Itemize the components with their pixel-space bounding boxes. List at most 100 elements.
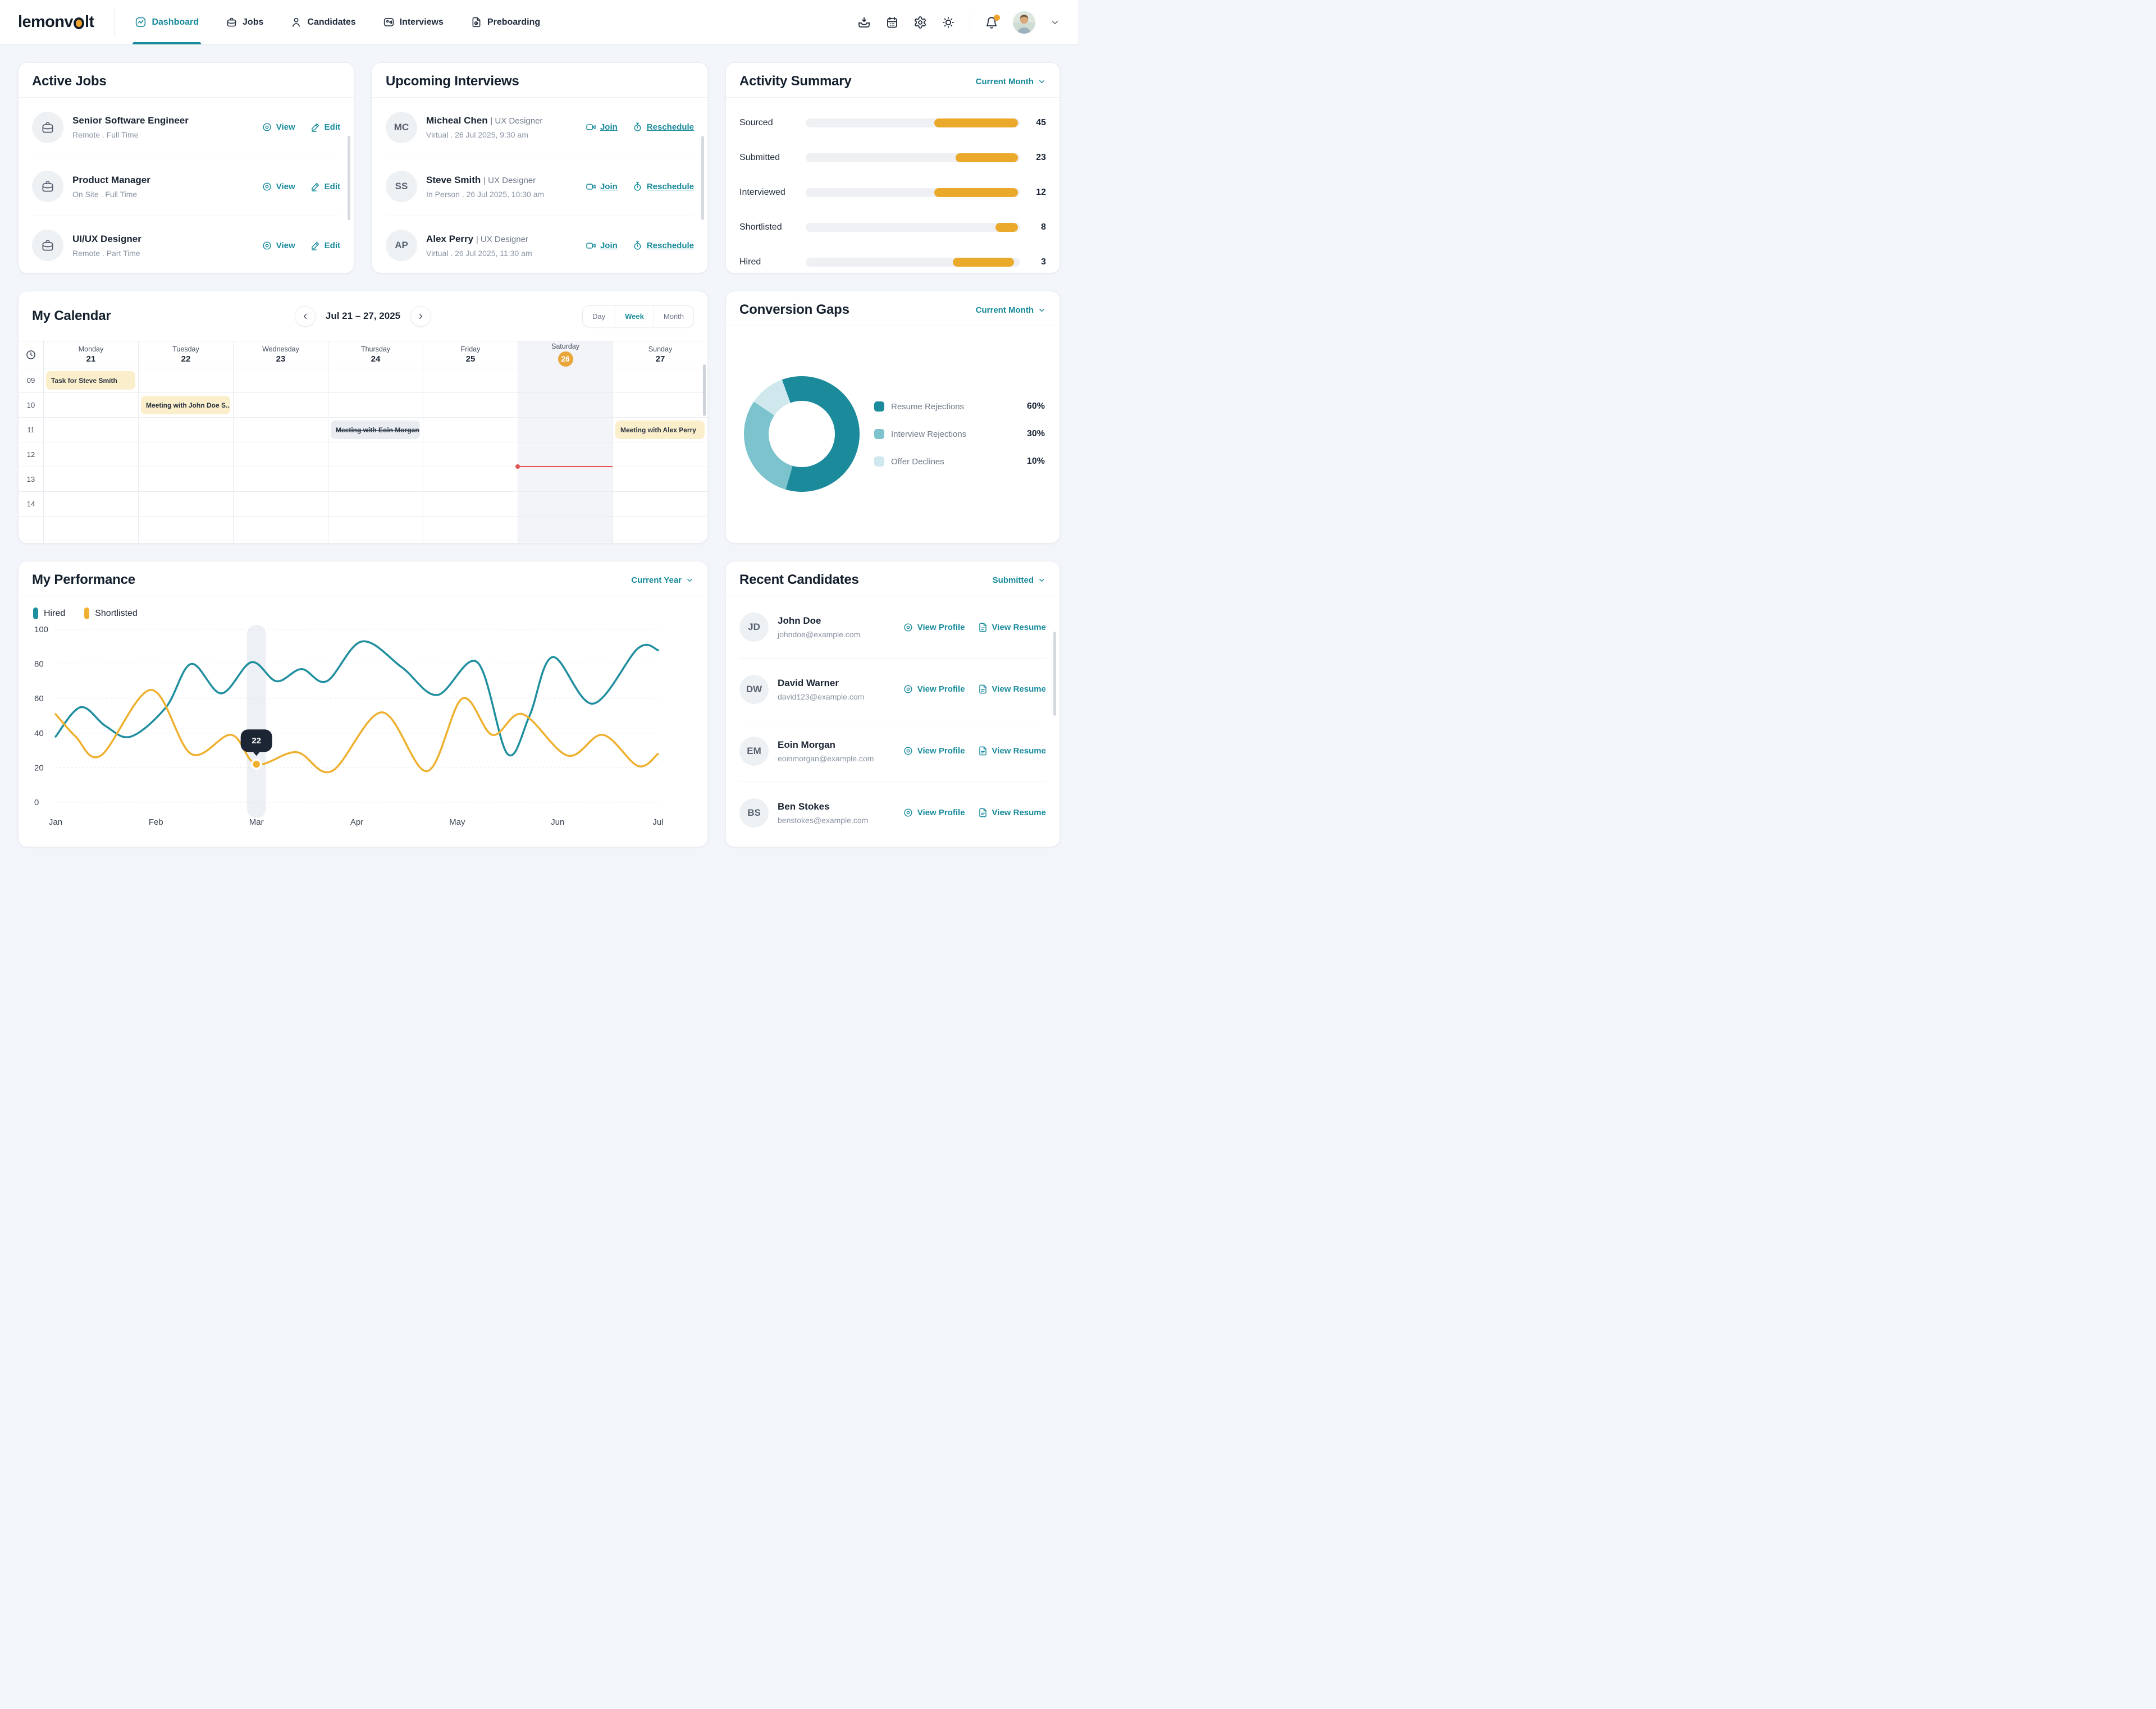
candidate-name: Steve Smith | UX Designer	[426, 174, 536, 185]
day-header[interactable]: Monday 21	[43, 341, 138, 368]
view-job-button[interactable]: View	[262, 181, 295, 192]
calendar-grid: Monday 21 Tuesday 22 Wednesday 23 Thursday 2…	[19, 341, 707, 543]
candidate-name: Alex Perry | UX Designer	[426, 233, 528, 244]
next-week-button[interactable]	[410, 305, 432, 327]
join-button[interactable]: Join	[586, 240, 618, 251]
scrollbar[interactable]	[1053, 632, 1056, 716]
scrollbar[interactable]	[703, 364, 706, 416]
calendar-event[interactable]: Meeting with John Doe S...	[140, 396, 230, 414]
day-column-today[interactable]	[518, 368, 613, 543]
scrollbar[interactable]	[348, 136, 350, 220]
reschedule-button[interactable]: Reschedule	[632, 122, 694, 132]
view-week-button[interactable]: Week	[615, 305, 654, 327]
day-header[interactable]: Thursday 24	[328, 341, 423, 368]
file-text-icon	[979, 623, 986, 632]
notifications-bell-icon[interactable]	[985, 14, 1000, 29]
view-resume-button[interactable]: View Resume	[977, 746, 1046, 756]
card-title: My Performance	[32, 572, 135, 587]
edit-job-button[interactable]: Edit	[310, 240, 340, 251]
job-row: UI/UX Designer Remote . Part Time View Ed…	[32, 216, 340, 273]
edit-job-button[interactable]: Edit	[310, 122, 340, 132]
view-resume-button[interactable]: View Resume	[977, 622, 1046, 633]
day-column[interactable]	[138, 368, 233, 543]
interview-row: MC Micheal Chen | UX Designer Virtual . …	[386, 98, 694, 157]
profile-chevron-down-icon[interactable]	[1050, 17, 1060, 28]
view-month-button[interactable]: Month	[653, 305, 693, 327]
progress-track	[806, 118, 1020, 127]
day-column[interactable]	[43, 368, 138, 543]
activity-row: Hired 3	[739, 257, 1046, 267]
theme-sun-icon[interactable]	[942, 16, 955, 29]
day-header[interactable]: Friday 25	[423, 341, 518, 368]
avatar-initials: SS	[386, 171, 417, 202]
svg-text:60: 60	[34, 694, 44, 703]
day-column[interactable]	[613, 368, 707, 543]
svg-text:Apr: Apr	[350, 817, 363, 827]
view-profile-button[interactable]: View Profile	[903, 684, 965, 694]
view-profile-button[interactable]: View Profile	[903, 622, 965, 633]
donut-legend: Resume Rejections 60% Interview Rejection…	[874, 401, 1045, 467]
view-job-button[interactable]: View	[262, 240, 295, 251]
job-title: Product Manager	[72, 174, 150, 185]
activity-filter-dropdown[interactable]: Current Month	[976, 77, 1046, 86]
svg-text:Jan: Jan	[49, 817, 62, 827]
reschedule-button[interactable]: Reschedule	[632, 240, 694, 251]
view-resume-button[interactable]: View Resume	[977, 684, 1046, 694]
scrollbar[interactable]	[701, 136, 704, 220]
activity-summary-header: Activity Summary Current Month	[726, 63, 1059, 98]
day-header[interactable]: Wednesday 23	[233, 341, 328, 368]
candidates-filter-dropdown[interactable]: Submitted	[993, 575, 1046, 585]
view-day-button[interactable]: Day	[583, 305, 615, 327]
stopwatch-icon	[634, 122, 641, 131]
my-calendar-card: My Calendar Jul 21 – 27, 2025 Day Week M…	[18, 291, 708, 543]
briefcase-icon	[32, 230, 63, 261]
join-button[interactable]: Join	[586, 181, 618, 192]
inbox-download-icon[interactable]	[857, 16, 871, 29]
calendar-icon[interactable]	[885, 16, 899, 29]
svg-text:May: May	[449, 817, 465, 827]
user-avatar[interactable]	[1013, 11, 1035, 34]
tab-dashboard[interactable]: Dashboard	[133, 0, 201, 44]
app-logo[interactable]: lemonv lt	[18, 0, 114, 44]
performance-filter-dropdown[interactable]: Current Year	[631, 575, 694, 585]
svg-text:0: 0	[34, 798, 39, 807]
day-column[interactable]	[328, 368, 423, 543]
day-header[interactable]: Sunday 27	[613, 341, 707, 368]
progress-track	[806, 188, 1020, 197]
edit-job-button[interactable]: Edit	[310, 181, 340, 192]
chevron-left-icon	[303, 313, 307, 319]
chevron-down-icon	[687, 578, 692, 582]
nav-tabs: Dashboard Jobs Candidates Interviews Pre…	[133, 0, 540, 44]
reschedule-button[interactable]: Reschedule	[632, 181, 694, 192]
settings-gear-icon[interactable]	[913, 16, 927, 29]
view-job-button[interactable]: View	[262, 122, 295, 132]
card-title: Recent Candidates	[739, 572, 859, 587]
view-profile-button[interactable]: View Profile	[903, 807, 965, 818]
progress-fill	[934, 118, 1018, 127]
prev-week-button[interactable]	[294, 305, 316, 327]
day-header-today[interactable]: Saturday 26	[518, 341, 613, 368]
briefcase-icon	[32, 171, 63, 202]
join-button[interactable]: Join	[586, 122, 618, 132]
tab-preboarding[interactable]: Preboarding	[471, 0, 540, 44]
tab-jobs[interactable]: Jobs	[226, 0, 263, 44]
day-header[interactable]: Tuesday 22	[138, 341, 233, 368]
calendar-event[interactable]: Meeting with Alex Perry	[615, 421, 705, 439]
candidate-email: benstokes@example.com	[778, 815, 869, 825]
calendar-event-cancelled[interactable]: Meeting with Eoin Morgan	[330, 421, 420, 439]
day-column[interactable]	[423, 368, 518, 543]
tab-candidates[interactable]: Candidates	[290, 0, 356, 44]
svg-text:Jul: Jul	[652, 817, 663, 827]
card-title: Conversion Gaps	[739, 302, 849, 317]
upcoming-interviews-card: Upcoming Interviews MC Micheal Chen | UX…	[372, 62, 708, 273]
calendar-event[interactable]: Task for Steve Smith	[46, 371, 135, 390]
progress-track	[806, 153, 1020, 162]
day-column[interactable]	[233, 368, 328, 543]
tab-interviews[interactable]: Interviews	[383, 0, 444, 44]
progress-track	[806, 223, 1020, 232]
disc-view-icon	[263, 123, 271, 131]
view-profile-button[interactable]: View Profile	[903, 746, 965, 756]
card-title: Active Jobs	[32, 74, 107, 89]
conversion-filter-dropdown[interactable]: Current Month	[976, 305, 1046, 315]
view-resume-button[interactable]: View Resume	[977, 807, 1046, 818]
